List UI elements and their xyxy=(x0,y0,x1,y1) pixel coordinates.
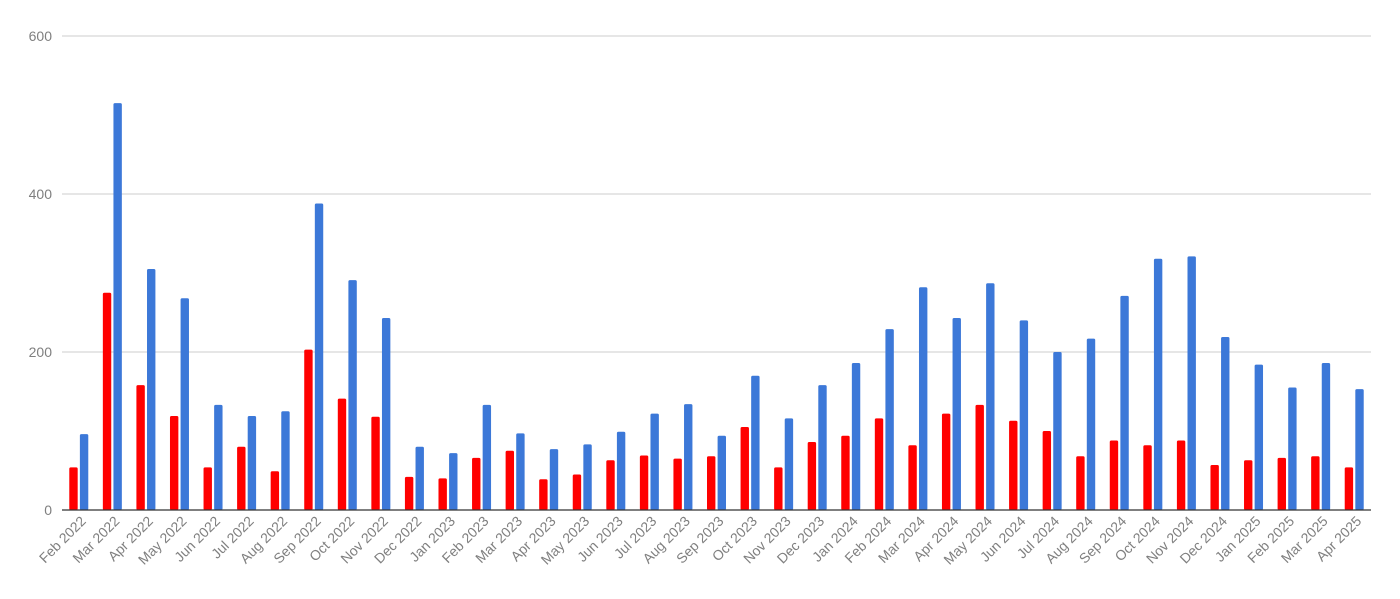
bar xyxy=(707,456,716,510)
bar xyxy=(1176,440,1186,510)
bar xyxy=(113,103,122,511)
bar xyxy=(381,318,391,510)
bar xyxy=(415,446,424,510)
bar xyxy=(69,467,78,510)
bar xyxy=(740,427,749,510)
bar xyxy=(404,476,414,510)
bar xyxy=(79,434,89,510)
bar xyxy=(549,449,559,510)
y-tick-label: 200 xyxy=(29,344,53,360)
bar xyxy=(1143,445,1152,510)
bar xyxy=(1109,440,1119,510)
bar xyxy=(147,269,156,510)
bar xyxy=(348,280,357,510)
bar xyxy=(214,404,223,510)
bar xyxy=(1311,456,1320,510)
bar xyxy=(572,474,582,510)
y-tick-label: 600 xyxy=(29,28,53,44)
bar xyxy=(784,418,794,510)
bar xyxy=(1009,420,1018,510)
bar xyxy=(818,385,827,510)
bar xyxy=(203,467,212,510)
bar xyxy=(639,455,649,510)
bar xyxy=(885,329,894,510)
y-tick-label: 400 xyxy=(29,186,53,202)
bar xyxy=(986,283,995,510)
bar xyxy=(918,287,928,510)
bar xyxy=(270,471,280,510)
bar xyxy=(1288,387,1297,510)
bar xyxy=(1210,464,1219,510)
bar xyxy=(684,404,693,510)
bar xyxy=(874,418,884,510)
bar xyxy=(449,453,458,510)
bar xyxy=(650,413,659,510)
bar xyxy=(975,404,984,510)
bar xyxy=(337,398,347,510)
bar xyxy=(314,203,324,511)
bar xyxy=(136,385,145,510)
bar xyxy=(673,458,682,510)
bar xyxy=(841,435,850,510)
bar xyxy=(1019,320,1029,510)
bar xyxy=(751,375,760,510)
bar xyxy=(941,413,951,510)
bar xyxy=(606,460,615,510)
bar xyxy=(952,318,961,510)
bar xyxy=(1244,460,1253,510)
bar xyxy=(539,479,548,510)
bar xyxy=(1042,431,1052,510)
bar xyxy=(247,415,257,510)
bar xyxy=(1321,363,1331,510)
bar xyxy=(438,478,447,510)
bar xyxy=(583,444,592,510)
bar xyxy=(505,450,515,510)
bar xyxy=(1153,258,1163,510)
y-tick-label: 0 xyxy=(44,502,52,518)
bar xyxy=(1254,364,1264,510)
bar xyxy=(1221,336,1230,510)
bar xyxy=(717,435,726,510)
bar xyxy=(516,433,525,510)
bar xyxy=(1277,457,1286,510)
bar xyxy=(180,298,189,510)
bar xyxy=(807,442,817,510)
bar xyxy=(169,415,179,510)
bar xyxy=(1076,456,1085,510)
bar xyxy=(1086,338,1096,510)
bar xyxy=(472,457,481,510)
bar xyxy=(1120,295,1129,510)
bar xyxy=(774,467,783,510)
bar xyxy=(616,431,626,510)
bar xyxy=(1355,389,1364,510)
bar xyxy=(1187,256,1196,510)
bar xyxy=(1053,352,1062,510)
bar xyxy=(482,404,492,510)
bar xyxy=(304,349,313,510)
bar xyxy=(1344,467,1354,510)
bar xyxy=(908,445,917,510)
bar xyxy=(237,446,246,510)
bar xyxy=(371,416,380,510)
bar xyxy=(102,292,112,510)
bar xyxy=(851,363,861,510)
bar xyxy=(281,411,290,510)
